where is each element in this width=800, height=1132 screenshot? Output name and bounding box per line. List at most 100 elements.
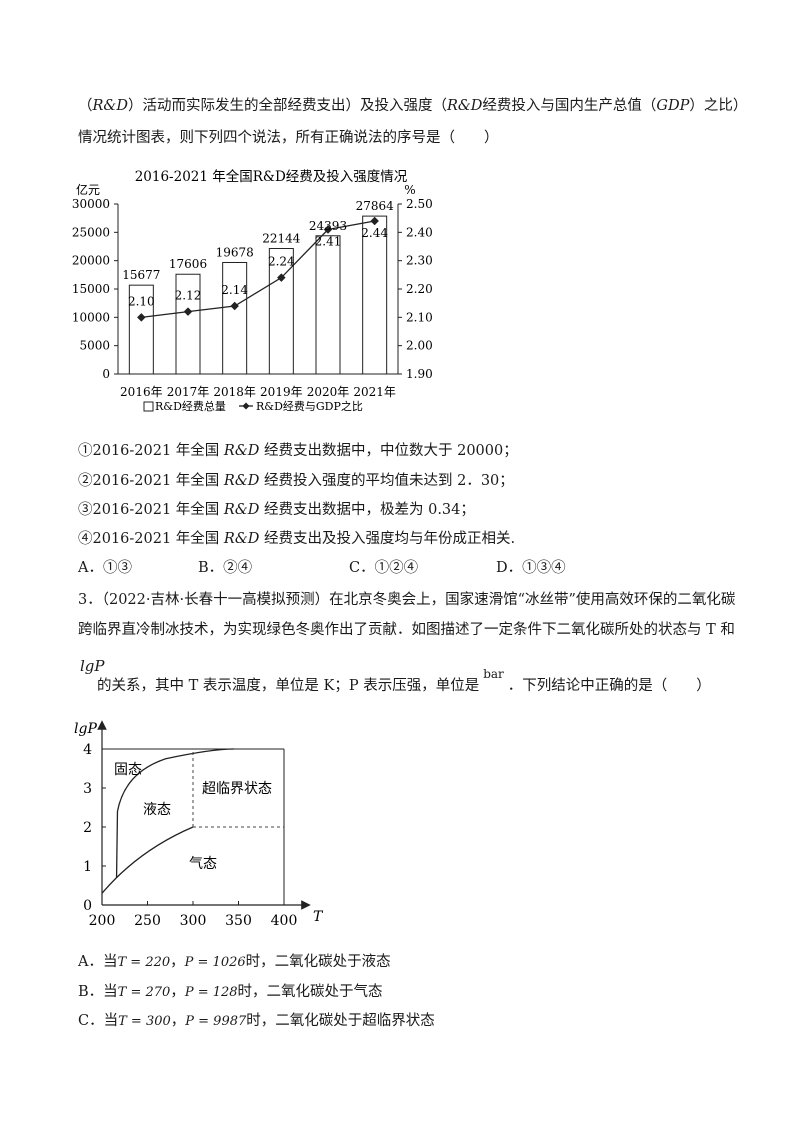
intro-p3: ）活动而实际发生的全部经费支出）及投入强度（ [127, 98, 447, 114]
chart1-left-tick-label: 5000 [79, 339, 110, 353]
chart1-right-tick-label: 2.40 [406, 225, 433, 239]
region-liquid: 液态 [143, 802, 171, 818]
chart1-ratio-line [141, 220, 375, 318]
phase-x-tick-label: 250 [134, 913, 161, 929]
rd-chart: 2016-2021 年全国R&D经费及投入强度情况 亿元 % 0 5000 1000… [72, 168, 433, 413]
q3-option-b-p: P = 128 [184, 985, 238, 1000]
chart1-x-tick-label: 2019年 [260, 385, 303, 399]
region-gas: 气态 [189, 856, 217, 872]
statement-3: ③2016-2021 年全国 R&D 经费支出数据中，极差为 0.34； [78, 500, 475, 520]
statement-4-c: 经费支出及投入强度均与年份成正相关. [259, 531, 516, 547]
chart1-title: 2016-2021 年全国R&D经费及投入强度情况 [135, 168, 408, 185]
q3-lgp-inline: lgP [80, 657, 105, 675]
statement-2-c: 经费投入强度的平均值未达到 2．30； [259, 473, 514, 489]
q3-option-b[interactable]: B．当T = 270，P = 128时，二氧化碳处于气态 [78, 982, 383, 1003]
chart1-bar-value-label: 27864 [356, 199, 395, 213]
intro-p2: R&D [92, 98, 128, 114]
q3-option-a[interactable]: A．当T = 220，P = 1026时，二氧化碳处于液态 [78, 952, 391, 973]
intro-line-2: 情况统计图表，则下列四个说法，所有正确说法的序号是（ ） [78, 130, 499, 146]
chart1-ratio-value-label: 2.41 [315, 235, 342, 249]
phase-y-tick-label: 3 [83, 781, 92, 797]
intro-p4: R&D [446, 98, 483, 114]
intro-p5: 经费投入与国内生产总值（ [482, 98, 657, 114]
chart1-legend-bar-label: R&D经费总量 [155, 399, 226, 413]
chart1-ratio-value-label: 2.44 [361, 226, 388, 240]
statement-2-b: R&D [223, 473, 260, 489]
statement-1-c: 经费支出数据中，中位数大于 20000； [259, 443, 518, 459]
boundary-solid-liquid [115, 748, 234, 878]
phase-y-tick-label: 0 [83, 898, 92, 914]
chart1-ratio-value-label: 2.14 [221, 283, 248, 297]
q3-option-a-sep: ， [170, 954, 185, 970]
boundary-gas [101, 826, 194, 894]
q3-option-c-pre: C．当 [78, 1013, 119, 1029]
chart1-right-tick-label: 2.10 [406, 310, 433, 324]
chart1-ratio-point [183, 307, 193, 316]
chart1-bar [128, 284, 154, 375]
phase-y-tick-label: 1 [83, 859, 92, 875]
chart1-bar-value-label: 19678 [216, 245, 254, 259]
q3-bar: bar [483, 667, 504, 681]
intro-p1: （ [78, 98, 93, 114]
q3-option-b-post: 时，二氧化碳处于气态 [237, 984, 383, 1000]
chart1-ratio-value-label: 2.12 [175, 289, 202, 303]
phase-y-tick-label: 4 [83, 742, 92, 758]
q3-option-c-t: T = 300 [118, 1014, 171, 1029]
statement-4-b: R&D [223, 531, 260, 547]
q3-option-c-post: 时，二氧化碳处于超临界状态 [246, 1013, 435, 1029]
chart1-right-tick-label: 2.50 [406, 197, 433, 211]
statement-2-a: ②2016-2021 年全国 [78, 473, 224, 489]
q3-option-a-t: T = 220 [117, 955, 171, 970]
statement-3-c: 经费支出数据中，极差为 0.34； [259, 502, 475, 518]
q3-option-c-p: P = 9987 [185, 1014, 247, 1029]
statement-1: ①2016-2021 年全国 R&D 经费支出数据中，中位数大于 20000； [78, 441, 518, 461]
q2-option-d[interactable]: D．①③④ [496, 560, 566, 576]
phase-x-tick-label: 400 [271, 913, 298, 929]
phase-y-tick-label: 2 [83, 820, 92, 836]
chart1-right-tick-label: 1.90 [406, 367, 433, 381]
chart1-left-unit: 亿元 [76, 182, 100, 197]
chart1-right-tick-label: 2.20 [406, 282, 433, 296]
chart1-legend-line-label: R&D经费与GDP之比 [256, 399, 363, 413]
phase-x-tick-label: 300 [180, 913, 207, 929]
q2-option-a[interactable]: A．①③ [78, 560, 132, 576]
chart1-x-tick-label: 2017年 [167, 385, 210, 399]
q3-line-3a: 的关系，其中 T 表示温度，单位是 K；P 表示压强，单位是 [97, 678, 480, 694]
chart1-left-tick-label: 15000 [72, 282, 110, 296]
q3-option-b-sep: ， [170, 984, 185, 1000]
chart1-ratio-point [370, 216, 379, 226]
phase-xlabel: T [313, 909, 324, 925]
intro-p7: ）之比） [689, 98, 748, 114]
chart1-x-tick-label: 2020年 [307, 385, 350, 399]
chart1-legend-line-marker [242, 402, 250, 410]
phase-ylabel: lgP [74, 721, 97, 737]
chart1-bar [362, 215, 388, 375]
statement-3-a: ③2016-2021 年全国 [78, 502, 224, 518]
q3-option-b-pre: B．当 [78, 984, 118, 1000]
chart1-left-tick-label: 20000 [72, 254, 110, 268]
q2-option-c[interactable]: C．①②④ [349, 560, 419, 576]
chart1-left-tick-label: 25000 [72, 225, 110, 239]
q3-option-c[interactable]: C．当T = 300，P = 9987时，二氧化碳处于超临界状态 [78, 1011, 435, 1032]
chart1-left-tick-label: 10000 [72, 310, 110, 324]
phase-x-tick-label: 350 [225, 913, 252, 929]
q2-option-b[interactable]: B．②④ [198, 560, 253, 576]
chart1-ratio-point [230, 301, 239, 311]
intro-p6: GDP [656, 98, 690, 114]
chart1-x-tick-label: 2021年 [353, 385, 396, 399]
chart1-ratio-value-label: 2.24 [268, 255, 295, 269]
chart1-bar [222, 261, 248, 375]
q3-line-1: 3．（2022·吉林·长春十一高模拟预测）在北京冬奥会上，国家速滑馆“冰丝带”使… [78, 592, 736, 608]
chart1-legend-bar-swatch [143, 401, 154, 412]
q3-option-a-pre: A．当 [78, 954, 118, 970]
region-solid: 固态 [114, 762, 142, 778]
intro-line-1: （R&D）活动而实际发生的全部经费支出）及投入强度（R&D经费投入与国内生产总值… [78, 96, 747, 116]
chart1-bar-value-label: 22144 [262, 232, 301, 246]
statement-4: ④2016-2021 年全国 R&D 经费支出及投入强度均与年份成正相关. [78, 529, 515, 549]
chart1-bar [315, 235, 341, 375]
chart1-bar-value-label: 17606 [169, 257, 207, 271]
q3-option-c-sep: ， [170, 1013, 186, 1029]
statement-4-a: ④2016-2021 年全国 [78, 531, 224, 547]
q3-line-2: 跨临界直冷制冰技术，为实现绿色冬奥作出了贡献．如图描述了一定条件下二氧化碳所处的… [78, 622, 735, 638]
chart1-ratio-value-label: 2.10 [128, 294, 155, 308]
